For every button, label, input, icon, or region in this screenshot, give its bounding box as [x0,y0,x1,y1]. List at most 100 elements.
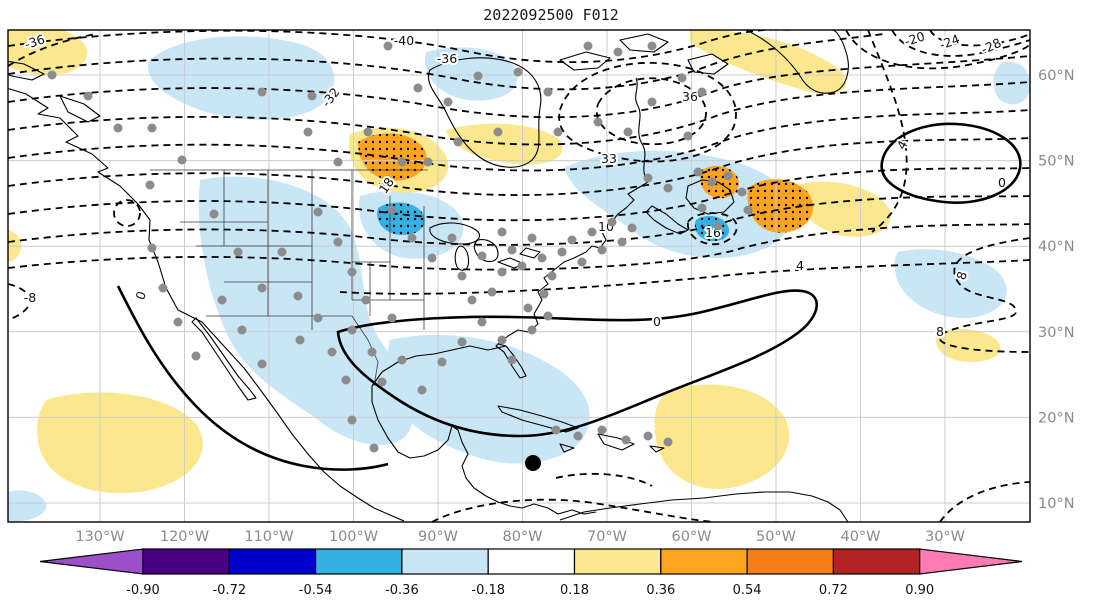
station-dot [387,313,397,323]
coastline-jamaica [559,443,575,453]
x-tick-label: 130°W [75,529,124,545]
coastline-arctic-island [559,51,611,71]
station-dot [237,325,247,335]
coastline-south-america [559,491,849,522]
station-dot [423,157,433,167]
station-dot [627,223,637,233]
station-dot [397,157,407,167]
station-dot [387,205,397,215]
colorbar-segment [660,548,748,575]
contour-line [339,259,1030,295]
coastlines [8,30,849,522]
contour-label: -36 [437,51,457,66]
station-dot [377,377,387,387]
coastline-florida [495,343,527,379]
colorbar-tick-label: 0.54 [733,583,762,598]
station-dot [257,283,267,293]
colorbar-segment [573,548,662,575]
contour-label: 0 [653,314,661,329]
coastline-alaska [8,60,45,81]
station-dot [437,357,447,367]
coastline-labrador [635,77,649,183]
station-dot [621,435,631,445]
station-dot [663,437,673,447]
y-tick-label: 40°N [1038,239,1075,255]
station-dot [507,245,517,255]
coastline-yucatan-central-america [409,425,597,515]
station-dot [313,207,323,217]
station-dot [407,233,417,243]
colorbar-tick-label: -0.18 [471,583,505,598]
station-dot [707,177,717,187]
zero-contour [116,285,389,471]
station-dot [295,335,305,345]
station-dot [713,221,723,231]
station-dot [593,117,603,127]
station-dot [743,205,753,215]
contour-line [938,237,1030,353]
contour-line [867,30,908,233]
colorbar-right-arrow [919,548,1023,575]
station-dot [517,261,527,271]
filled-regions [8,30,1030,522]
coastline-puerto-rico [649,445,665,453]
coastline-hispaniola [597,433,635,451]
colorbar-tick-label: -0.72 [212,583,246,598]
station-dot [597,425,607,435]
station-dot [303,127,313,137]
station-dot [177,155,187,165]
contour-loop [113,199,141,227]
station-dot [427,253,437,263]
station-dot [663,183,673,193]
contour-label: -8 [24,290,37,305]
station-dot [158,283,168,293]
station-dot [643,431,653,441]
station-dot [417,385,427,395]
station-dot [413,83,423,93]
station-dot [693,167,703,177]
station-dot [363,127,373,137]
colorbar-segment [228,548,317,575]
station-dot [257,359,267,369]
graticule [8,30,1030,522]
contour-line [8,33,885,91]
station-dot [147,243,157,253]
contour-line [939,481,1030,522]
station-dot [683,131,693,141]
coastline-arctic-island [687,53,729,75]
solid-contours [116,122,1022,471]
lake-michigan [454,245,470,271]
station-dot [457,337,467,347]
contour-label: -20 [903,28,927,49]
colorbar-tick-label: -0.90 [126,583,160,598]
station-dot [347,415,357,425]
station-dot [217,295,227,305]
station-dot [547,271,557,281]
station-dot [443,97,453,107]
station-dot [497,267,507,277]
y-tick-label: 30°N [1038,325,1075,341]
station-dot [347,267,357,277]
contour-line [8,137,1030,196]
station-dot [557,247,567,257]
contour-label: 0 [998,175,1006,190]
contour-line [8,283,31,321]
station-dot [647,97,657,107]
station-dot [497,335,507,345]
x-tick-label: 110°W [244,529,293,545]
contour-line [891,30,1030,57]
colorbar-tick-label: 0.36 [646,583,675,598]
colorbar-left-arrow [39,548,144,575]
station-dot [697,203,707,213]
colorbar-segment [142,548,230,575]
contour-line [8,55,1030,119]
x-tick-label: 30°W [925,529,965,545]
colorbar-segment [746,548,834,575]
station-dot [477,317,487,327]
contour-line [8,30,792,64]
dashed-contours [8,30,1030,522]
station-dot [523,303,533,313]
station-dot [607,217,617,227]
station-dot [697,87,707,97]
